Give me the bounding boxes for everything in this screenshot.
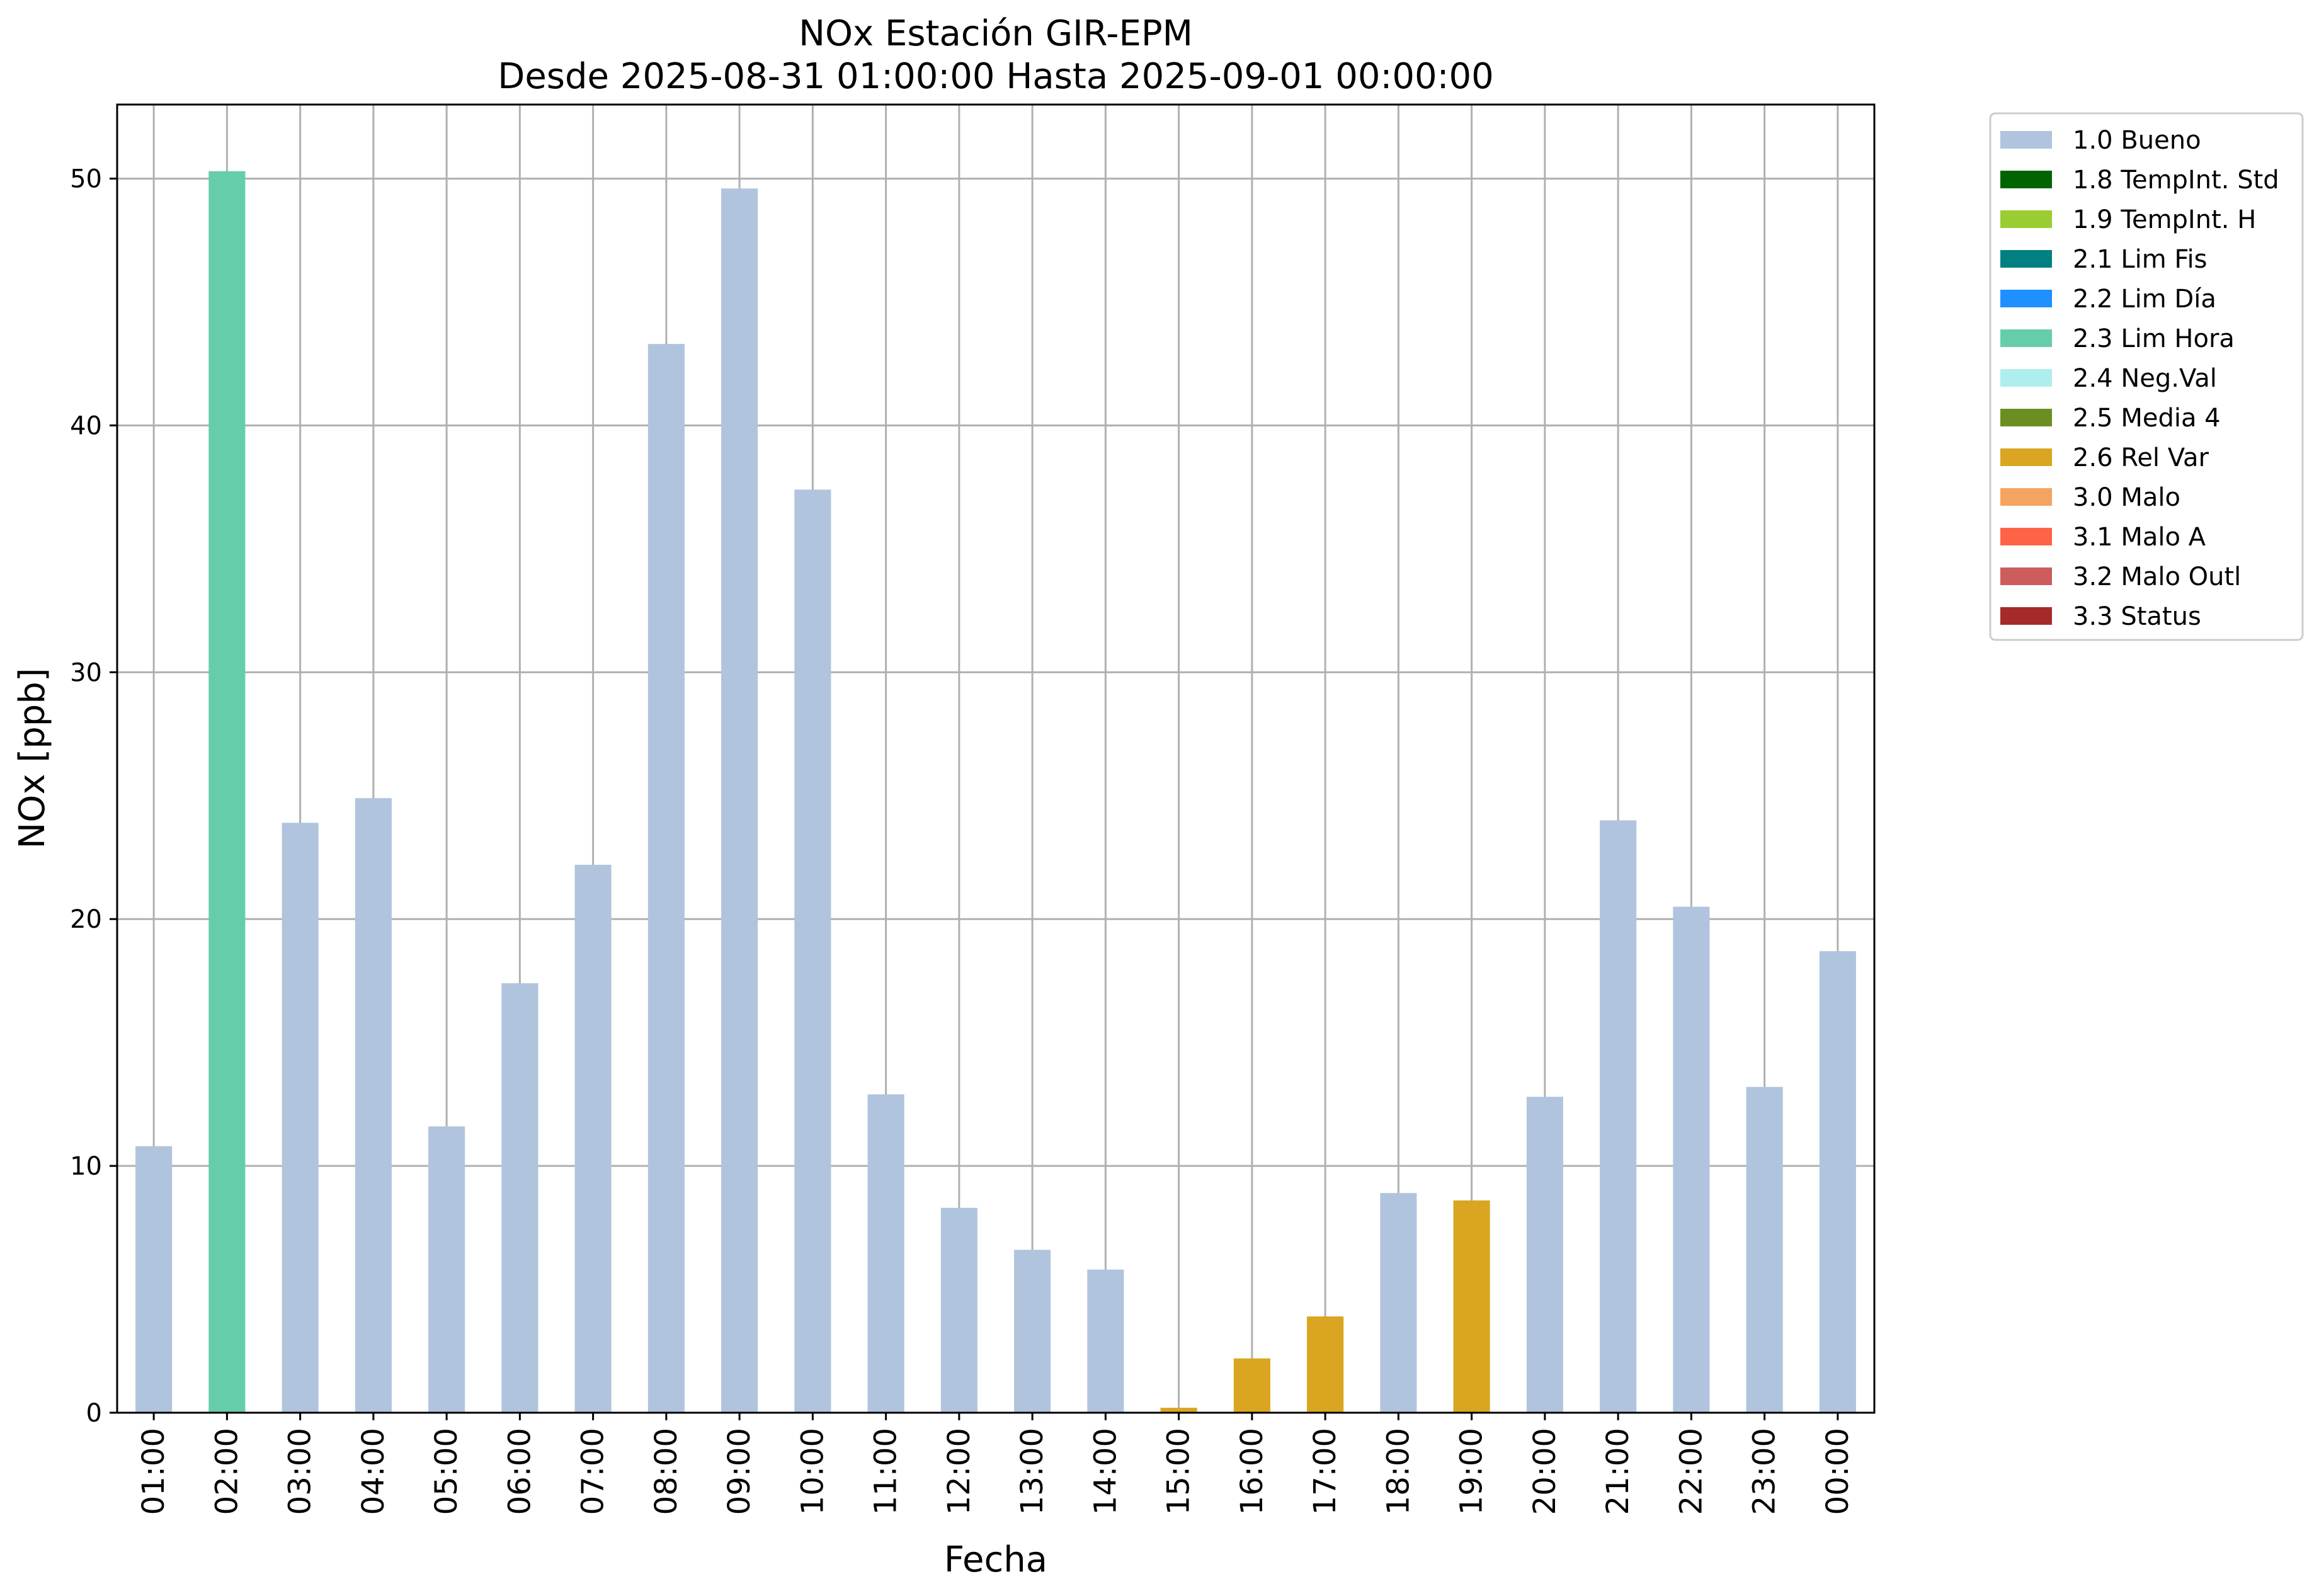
- legend-swatch: [2000, 290, 2052, 307]
- legend-swatch: [2000, 369, 2052, 387]
- y-tick-label: 50: [70, 165, 102, 194]
- y-axis-ticks: 0 10 20 30 40 50: [70, 165, 117, 1428]
- legend-entry: 2.1 Lim Fis: [2073, 245, 2207, 274]
- x-tick-label: 21:00: [1600, 1428, 1636, 1515]
- bar-2000: [1526, 1097, 1563, 1413]
- x-tick-label: 12:00: [942, 1428, 977, 1515]
- legend-box: [1989, 112, 2304, 641]
- bar-1300: [1014, 1250, 1051, 1413]
- legend-entry: 3.3 Status: [2073, 602, 2201, 631]
- x-tick-label: 10:00: [795, 1428, 830, 1515]
- bars: [135, 171, 1856, 1413]
- x-tick-label: 19:00: [1454, 1428, 1490, 1515]
- bar-1700: [1307, 1316, 1344, 1413]
- legend-swatch: [2000, 528, 2052, 545]
- y-axis-label: NOx [ppb]: [12, 668, 53, 848]
- bar-1200: [940, 1207, 977, 1413]
- x-tick-label: 16:00: [1234, 1428, 1270, 1515]
- legend-entry: 2.2 Lim Día: [2073, 285, 2216, 314]
- legend-entry: 3.0 Malo: [2073, 483, 2180, 512]
- x-tick-label: 02:00: [209, 1428, 244, 1515]
- bar-2100: [1600, 820, 1637, 1413]
- plot-frame: [116, 103, 1876, 1414]
- legend-entry: 1.9 TempInt. H: [2073, 205, 2256, 234]
- x-tick-label: 14:00: [1088, 1428, 1123, 1515]
- bar-0700: [574, 865, 612, 1413]
- x-tick-label: 07:00: [576, 1428, 611, 1515]
- legend-swatch: [2000, 250, 2052, 268]
- x-tick-label: 04:00: [356, 1428, 391, 1515]
- x-axis-label: Fecha: [944, 1539, 1047, 1580]
- bar-1800: [1380, 1193, 1417, 1413]
- x-tick-label: 05:00: [429, 1428, 464, 1515]
- bar-1000: [794, 489, 831, 1413]
- x-axis-ticks: 01:00 02:00 03:00 04:00 05:00 06:00 07:00 08:00…: [136, 1413, 1855, 1515]
- x-tick-label: 03:00: [283, 1428, 318, 1515]
- bar-2300: [1746, 1086, 1783, 1413]
- y-tick-label: 30: [70, 658, 102, 687]
- y-tick-label: 20: [70, 905, 102, 934]
- bar-0100: [135, 1146, 173, 1413]
- x-tick-label: 08:00: [649, 1428, 684, 1515]
- legend: 1.0 Bueno 1.8 TempInt. Std 1.9 TempInt. H 2…: [1989, 112, 2304, 641]
- bar-1900: [1453, 1200, 1490, 1413]
- legend-entry: 2.6 Rel Var: [2073, 443, 2209, 472]
- bar-0300: [282, 823, 319, 1413]
- legend-entry: 2.5 Media 4: [2073, 404, 2221, 433]
- legend-swatch: [2000, 329, 2052, 347]
- legend-entry: 3.1 Malo A: [2073, 523, 2206, 552]
- legend-entry: 3.2 Malo Outl: [2073, 562, 2241, 591]
- legend-swatch: [2000, 488, 2052, 506]
- legend-swatch: [2000, 607, 2052, 625]
- x-tick-label: 17:00: [1308, 1428, 1343, 1515]
- bar-0000: [1819, 951, 1856, 1413]
- chart-subtitle: Desde 2025-08-31 01:00:00 Hasta 2025-09-…: [498, 56, 1494, 97]
- x-tick-label: 00:00: [1820, 1428, 1855, 1515]
- y-tick-label: 10: [70, 1152, 102, 1181]
- legend-entry: 1.8 TempInt. Std: [2073, 166, 2279, 195]
- chart-title: NOx Estación GIR-EPM: [799, 13, 1193, 54]
- bar-0900: [721, 188, 758, 1413]
- x-tick-label: 23:00: [1747, 1428, 1782, 1515]
- x-tick-label: 01:00: [136, 1428, 171, 1515]
- legend-entry: 1.0 Bueno: [2073, 126, 2201, 155]
- bar-0800: [647, 344, 685, 1413]
- legend-swatch: [2000, 567, 2052, 585]
- bar-0400: [355, 798, 392, 1413]
- bar-1400: [1087, 1269, 1124, 1413]
- legend-swatch: [2000, 171, 2052, 188]
- y-tick-label: 40: [70, 411, 102, 440]
- bar-1100: [867, 1094, 904, 1413]
- legend-swatch: [2000, 210, 2052, 228]
- x-tick-label: 18:00: [1381, 1428, 1416, 1515]
- bar-1600: [1233, 1358, 1270, 1413]
- legend-entry: 2.4 Neg.Val: [2073, 364, 2217, 393]
- legend-swatch: [2000, 448, 2052, 466]
- bar-0200: [208, 171, 246, 1413]
- x-tick-label: 15:00: [1161, 1428, 1197, 1515]
- bar-1500: [1160, 1408, 1197, 1413]
- bar-0500: [428, 1126, 465, 1413]
- x-tick-label: 09:00: [722, 1428, 757, 1515]
- x-tick-label: 22:00: [1673, 1428, 1709, 1515]
- legend-entry: 2.3 Lim Hora: [2073, 324, 2235, 353]
- legend-swatch: [2000, 409, 2052, 426]
- legend-swatch: [2000, 131, 2052, 149]
- y-tick-label: 0: [86, 1399, 102, 1428]
- x-tick-label: 20:00: [1527, 1428, 1563, 1515]
- x-tick-label: 13:00: [1015, 1428, 1050, 1515]
- x-tick-label: 11:00: [869, 1428, 904, 1515]
- bar-2200: [1673, 906, 1710, 1413]
- x-tick-label: 06:00: [502, 1428, 537, 1515]
- bar-0600: [501, 983, 538, 1413]
